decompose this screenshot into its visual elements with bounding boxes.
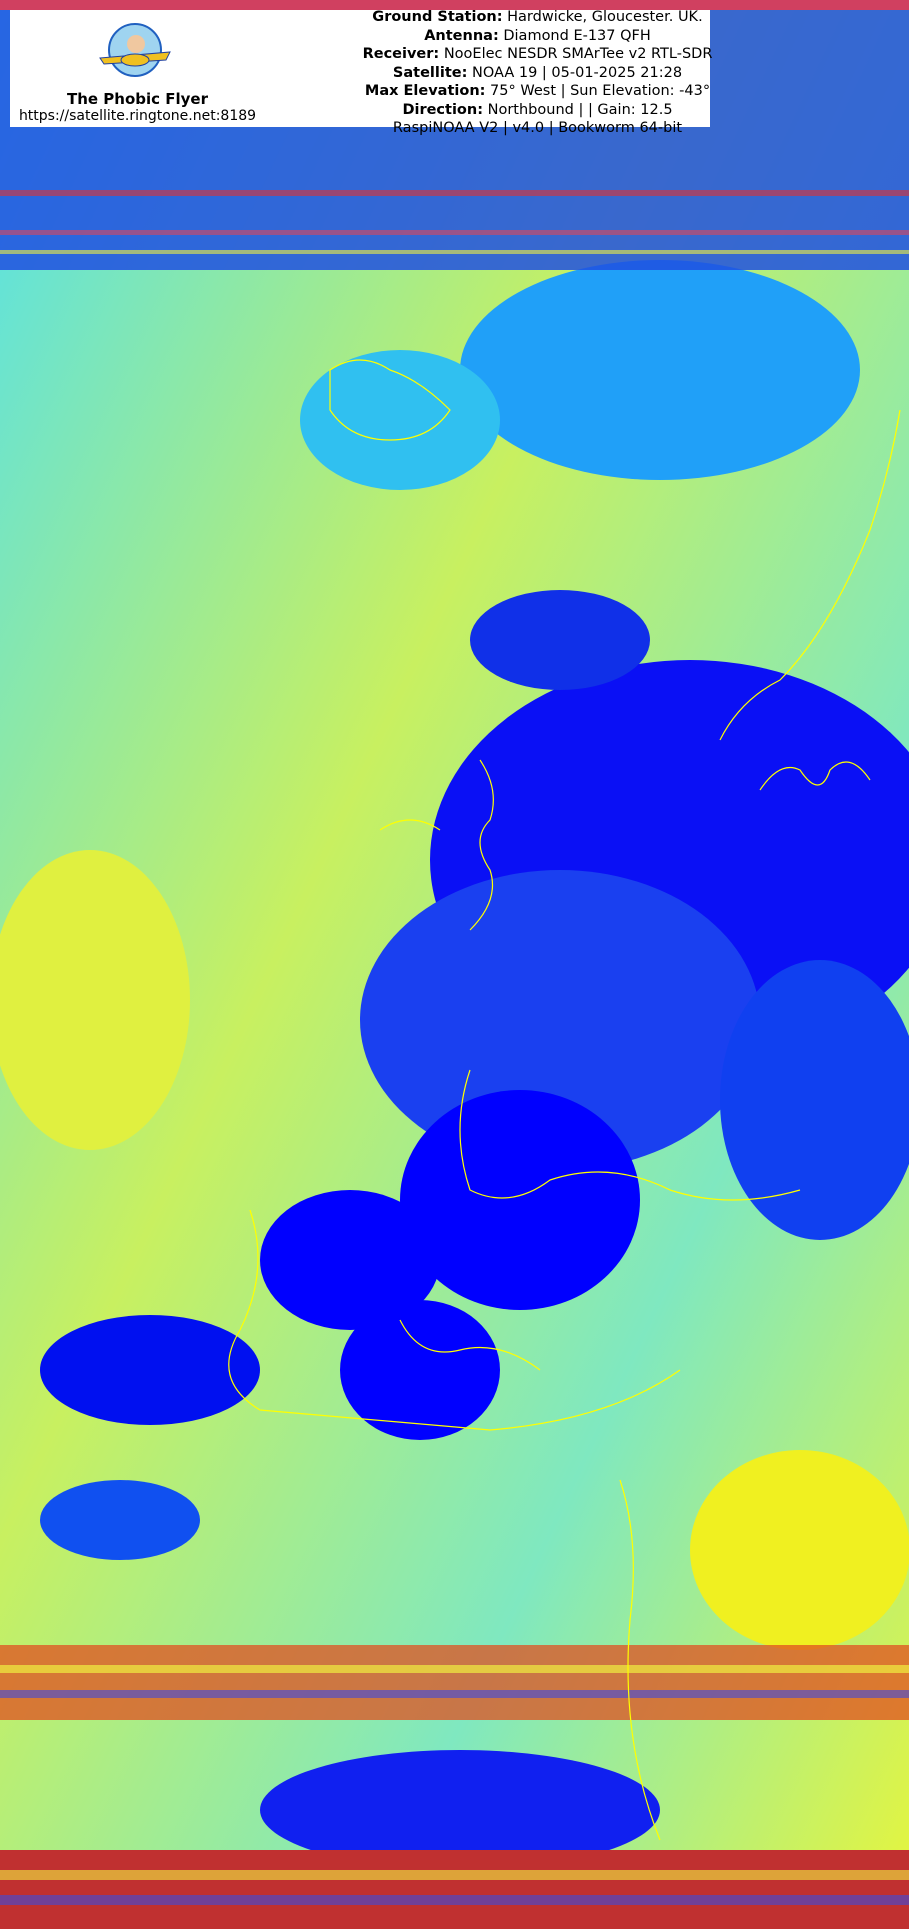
noise-band-bottom (0, 1850, 909, 1929)
cloud-masses (0, 260, 909, 1870)
software-line: RaspiNOAA V2 | v4.0 | Bookworm 64-bit (392, 120, 683, 136)
station-url: https://satellite.ringtone.net:8189 (18, 108, 257, 124)
direction-line: Direction: Northbound | | Gain: 12.5 (402, 101, 673, 118)
antenna-line: Antenna: Diamond E-137 QFH (424, 27, 651, 44)
station-info-header: The Phobic Flyer https://satellite.ringt… (10, 9, 712, 136)
elevation-line: Max Elevation: 75° West | Sun Elevation:… (364, 83, 711, 99)
noise-band-middle (0, 1645, 909, 1720)
brand-name: The Phobic Flyer (66, 90, 208, 108)
ground-station-line: Ground Station: Hardwicke, Gloucester. U… (372, 9, 703, 25)
station-details: Ground Station: Hardwicke, Gloucester. U… (355, 8, 720, 138)
receiver-line: Receiver: NooElec NESDR SMArTee v2 RTL-S… (362, 46, 713, 62)
satellite-line: Satellite: NOAA 19 | 05-01-2025 21:28 (392, 64, 683, 81)
coastlines (228, 359, 901, 1841)
phobic-flyer-logo (99, 23, 171, 77)
